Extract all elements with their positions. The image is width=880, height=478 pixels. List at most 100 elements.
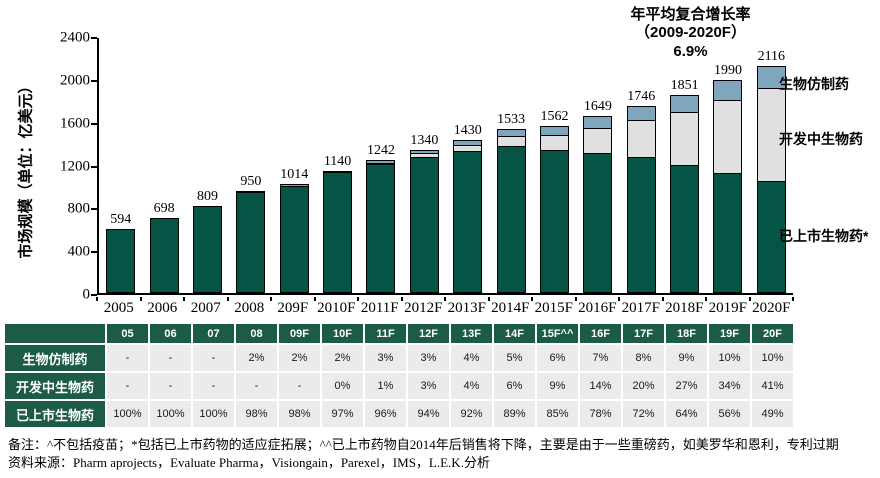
segment-in-development xyxy=(713,101,743,174)
table-cell: 34% xyxy=(709,373,750,399)
stacked-bar xyxy=(583,116,613,293)
table-col-header: 12F xyxy=(408,324,449,343)
table-cell: 6% xyxy=(494,373,535,399)
table-cell: - xyxy=(193,345,234,371)
table-cell: 3% xyxy=(408,373,449,399)
table-col-header: 14F xyxy=(494,324,535,343)
segment-in-development xyxy=(539,135,569,151)
stacked-bar xyxy=(323,170,353,293)
stacked-bar xyxy=(756,66,786,293)
table-cell: 56% xyxy=(709,401,750,427)
table-cell: 0% xyxy=(322,373,363,399)
y-tick-mark xyxy=(91,79,97,82)
bar-group-2015F: 1562 xyxy=(533,38,576,293)
stacked-bar xyxy=(106,229,136,293)
segment-marketed xyxy=(583,153,613,293)
segment-in-development xyxy=(670,112,700,167)
y-tick-label: 400 xyxy=(67,243,91,260)
bar-group-2007: 809 xyxy=(186,38,229,293)
x-tick-mark xyxy=(705,297,707,301)
table-col-header: 13F xyxy=(451,324,492,343)
segment-marketed xyxy=(496,146,526,293)
y-tick-label: 1600 xyxy=(60,115,90,132)
table-cell: 78% xyxy=(580,401,621,427)
table-row-label: 生物仿制药 xyxy=(5,345,105,371)
table-row: 开发中生物药 - - - - -0% 1% 3% 4% 6% 9% 14% 20% 27% 34% 41% xyxy=(5,373,793,399)
bar-value-label: 1533 xyxy=(497,111,526,127)
x-tick-label: 2015F xyxy=(534,300,573,316)
bar-group-2014F: 1533 xyxy=(489,38,532,293)
table-col-header: 11F xyxy=(365,324,406,343)
table-cell: 5% xyxy=(494,345,535,371)
y-tick-mark xyxy=(91,37,97,39)
segment-in-development xyxy=(626,121,656,159)
segment-biosimilar xyxy=(756,66,786,90)
table-col-header: 19F xyxy=(709,324,750,343)
x-tick-mark xyxy=(313,297,316,301)
y-tick-mark xyxy=(91,251,97,254)
table-cell: 94% xyxy=(408,401,449,427)
segment-marketed xyxy=(756,181,786,293)
stacked-bar xyxy=(192,206,222,293)
table-col-header: 18F xyxy=(666,324,707,343)
stacked-bar xyxy=(236,191,266,293)
segment-biosimilar xyxy=(539,125,569,136)
table-cell: 49% xyxy=(752,401,793,427)
x-tick-mark xyxy=(531,297,533,301)
table-row-label: 已上市生物药 xyxy=(5,401,105,427)
bar-value-label: 950 xyxy=(240,174,262,190)
y-tick-label: 2000 xyxy=(60,72,90,89)
bar-value-label: 2116 xyxy=(757,49,786,65)
x-tick-mark xyxy=(183,297,185,301)
x-tick-mark xyxy=(487,297,490,301)
x-tick-label: 2016F xyxy=(578,300,617,316)
bar-group-2020F: 2116 xyxy=(750,38,793,293)
bar-value-label: 809 xyxy=(196,189,218,205)
x-tick-mark xyxy=(792,297,794,301)
bar-group-2008: 950 xyxy=(229,38,272,293)
segment-biosimilar xyxy=(453,139,483,146)
bar-group-2019F: 1990 xyxy=(706,38,749,293)
segment-biosimilar xyxy=(409,149,439,154)
bar-group-2016F: 1649 xyxy=(576,38,619,293)
footnotes: 备注：^不包括疫苗；*包括已上市药物的适应症拓展；^^已上市药物自2014年后销… xyxy=(8,436,839,471)
table-cell: 10% xyxy=(752,345,793,371)
stacked-bar xyxy=(626,106,656,293)
segment-marketed xyxy=(539,150,569,293)
table-col-header: 07 xyxy=(193,324,234,343)
table-cell: - xyxy=(150,373,191,399)
stacked-bar xyxy=(496,128,526,293)
table-col-header: 17F xyxy=(623,324,664,343)
segment-in-development xyxy=(583,128,613,154)
bar-group-2012F: 1340 xyxy=(403,38,446,293)
table-cell: 27% xyxy=(666,373,707,399)
bar-value-label: 1014 xyxy=(280,167,309,183)
chart-title-line2: （2009-2020F） xyxy=(635,24,746,42)
y-tick-mark xyxy=(91,294,97,296)
x-axis-labels: 2005 2006 2007 2008 209F 2010F 2011F 2012F 2013F… xyxy=(97,300,793,317)
table-cell: 14% xyxy=(580,373,621,399)
x-tick-mark xyxy=(226,297,229,301)
footnote-remark: 备注：^不包括疫苗；*包括已上市药物的适应症拓展；^^已上市药物自2014年后销… xyxy=(8,437,839,452)
y-tick-label: 0 xyxy=(82,286,91,303)
legend-label-biosimilar: 生物仿制药 xyxy=(779,76,849,92)
table-cell: 85% xyxy=(537,401,578,427)
stacked-bar xyxy=(366,160,396,293)
segment-biosimilar xyxy=(496,128,526,138)
table-row: 生物仿制药 - - -2% 2% 2% 3% 3% 4% 5% 6% 7% 8% 9% 10% 10% xyxy=(5,345,793,371)
x-tick-label: 2018F xyxy=(665,300,704,316)
x-tick-label: 2007 xyxy=(190,300,221,316)
table-cell: 10% xyxy=(709,345,750,371)
table-cell: - xyxy=(107,345,148,371)
x-tick-label: 2011F xyxy=(360,300,399,316)
bar-group-209F: 1014 xyxy=(273,38,316,293)
segment-marketed xyxy=(409,158,439,293)
table-cell: 100% xyxy=(150,401,191,427)
bar-group-2011F: 1242 xyxy=(359,38,402,293)
segment-marketed xyxy=(149,218,179,293)
table-cell: 1% xyxy=(365,373,406,399)
bar-value-label: 1746 xyxy=(627,89,656,105)
table-cell: 9% xyxy=(666,345,707,371)
y-tick-label: 1200 xyxy=(60,158,90,174)
segment-marketed xyxy=(106,229,136,293)
